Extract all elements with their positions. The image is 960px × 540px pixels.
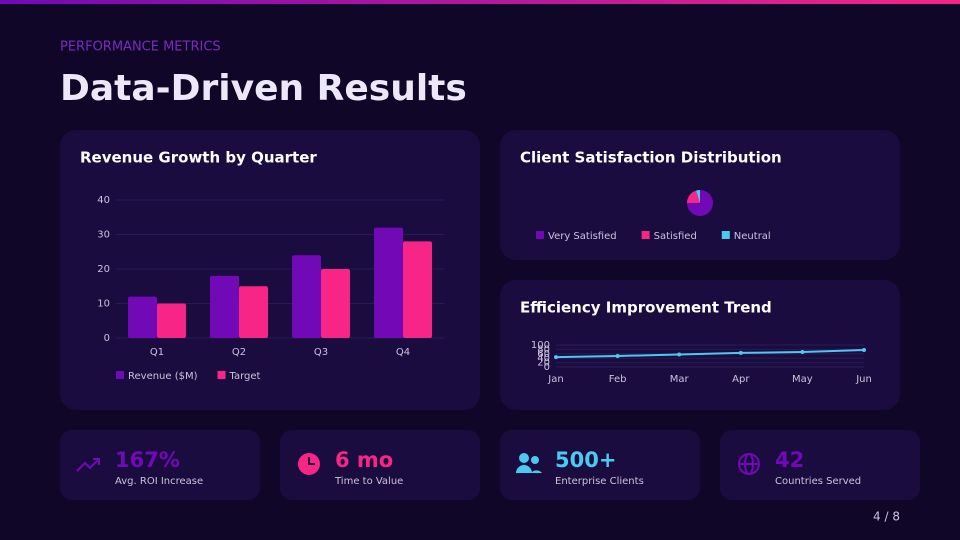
bar <box>374 227 403 338</box>
stat-value: 500+ <box>555 448 616 472</box>
y-tick-label: 30 <box>97 230 110 241</box>
y-tick-label: 40 <box>537 353 550 364</box>
icon-trend <box>76 458 100 472</box>
stat-value: 42 <box>775 448 804 472</box>
y-tick-label: 0 <box>104 333 110 344</box>
stat-label: Countries Served <box>775 476 861 487</box>
chart-title: Efficiency Improvement Trend <box>520 299 772 317</box>
x-tick-label: Feb <box>609 374 627 385</box>
legend-label: Revenue ($M) <box>128 371 198 382</box>
x-tick-label: May <box>792 374 813 385</box>
legend-label: Satisfied <box>654 231 697 242</box>
icon-users <box>516 453 542 473</box>
y-tick-label: 10 <box>97 299 110 310</box>
bar <box>292 255 321 338</box>
y-tick-label: 80 <box>537 344 550 355</box>
legend-swatch <box>721 231 730 239</box>
x-tick-label: Q1 <box>150 347 164 358</box>
point <box>615 354 620 358</box>
top-bar <box>0 0 960 4</box>
x-tick-label: Q4 <box>396 347 410 358</box>
x-tick-label: Q2 <box>232 347 246 358</box>
point <box>862 348 866 353</box>
bar <box>157 303 186 338</box>
x-tick-label: Jun <box>855 374 872 385</box>
stat-value: 167% <box>115 448 180 472</box>
y-tick-label: 20 <box>537 358 550 369</box>
legend-label: Very Satisfied <box>548 231 617 242</box>
y-tick-label: 0 <box>544 362 550 373</box>
bar <box>239 286 268 338</box>
chart-title: Client Satisfaction Distribution <box>520 149 782 167</box>
pie-slice <box>695 190 700 203</box>
icon-globe <box>738 453 760 475</box>
legend-label: Neutral <box>734 231 771 242</box>
pie-slice <box>687 190 700 203</box>
chart-title: Revenue Growth by Quarter <box>80 149 317 167</box>
eyebrow: PERFORMANCE METRICS <box>60 40 221 55</box>
y-tick-label: 60 <box>537 349 550 360</box>
stat-label: Avg. ROI Increase <box>115 476 203 487</box>
slide-title: Data-Driven Results <box>60 68 467 109</box>
bar <box>321 269 350 338</box>
card <box>60 430 260 500</box>
y-tick-label: 20 <box>97 264 110 275</box>
legend-swatch <box>217 371 226 379</box>
stat-cards <box>60 430 920 500</box>
icon-clock-hands <box>308 457 315 465</box>
card <box>280 430 480 500</box>
y-tick-label: 100 <box>531 340 550 351</box>
y-tick-label: 40 <box>97 195 110 206</box>
x-tick-label: Apr <box>732 374 750 385</box>
bar <box>403 241 432 338</box>
legend-swatch <box>536 231 544 239</box>
x-tick-label: Jan <box>547 374 563 385</box>
point <box>677 352 682 357</box>
card <box>500 430 700 500</box>
stat-label: Enterprise Clients <box>555 476 644 487</box>
x-tick-label: Q3 <box>314 347 328 358</box>
bar <box>210 275 239 338</box>
legend-swatch <box>641 231 650 239</box>
legend-swatch <box>116 371 124 379</box>
point <box>800 350 805 355</box>
stat-label: Time to Value <box>334 476 403 487</box>
line <box>555 349 865 359</box>
point <box>738 350 743 355</box>
legend-label: Target <box>229 371 261 382</box>
x-tick-label: Mar <box>670 374 690 385</box>
point <box>554 355 558 360</box>
card <box>720 430 920 500</box>
page-number: 4 / 8 <box>873 510 900 524</box>
bar <box>128 296 157 338</box>
stat-value: 6 mo <box>335 448 393 472</box>
